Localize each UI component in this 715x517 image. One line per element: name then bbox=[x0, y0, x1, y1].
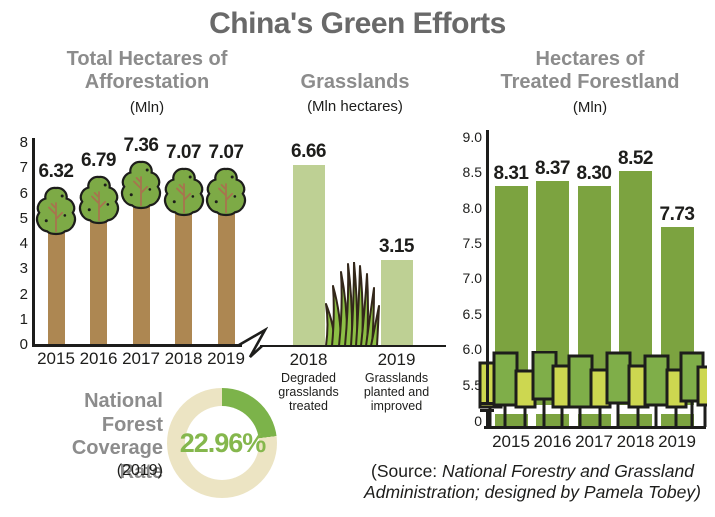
afforestation-title: Total Hectares of Afforestation bbox=[27, 48, 267, 94]
coverage-year-label: (2019) bbox=[116, 462, 163, 479]
forestland-y-axis-lower bbox=[486, 412, 489, 427]
afforestation-tree-trunk-2019 bbox=[217, 210, 235, 345]
grasslands-value-label-2018: 6.66 bbox=[291, 141, 326, 163]
afforestation-year-label-2019: 2019 bbox=[207, 349, 245, 368]
source-note: (Source: National Forestry and Grassland… bbox=[355, 461, 710, 503]
coverage-title-line1: National bbox=[84, 390, 163, 412]
afforestation-value-label-2019: 7.07 bbox=[208, 142, 244, 164]
grasslands-title: Grasslands bbox=[300, 71, 410, 93]
forestland-axis-break-dash-top bbox=[480, 402, 494, 405]
afforestation-year-label-2015: 2015 bbox=[37, 349, 75, 368]
afforestation-ytick-5: 5 bbox=[19, 209, 28, 227]
forestland-year-label-2015: 2015 bbox=[492, 432, 530, 451]
page-title: China's Green Efforts bbox=[209, 7, 506, 40]
coverage-value-label: 22.96% bbox=[179, 428, 267, 458]
forestland-unit-label: (Mln) bbox=[572, 99, 608, 116]
forestland-year-label-2017: 2017 bbox=[575, 432, 613, 451]
axis-break-zigzag bbox=[238, 326, 268, 358]
forestland-year-label-2016: 2016 bbox=[533, 432, 572, 451]
forestland-value-label-2016: 8.37 bbox=[535, 158, 570, 180]
afforestation-year-label-2017: 2017 bbox=[122, 349, 160, 368]
forestland-ytick-0: 0 bbox=[474, 413, 482, 429]
forestland-ytick-8.5: 8.5 bbox=[462, 164, 482, 181]
forestland-ytick-9.0: 9.0 bbox=[462, 128, 482, 145]
grasslands-bar-2019 bbox=[380, 259, 413, 345]
afforestation-value-label-2018: 7.07 bbox=[166, 142, 201, 164]
grasslands-year-label-2019: 2019 bbox=[377, 350, 416, 369]
forestland-title-line2: Treated Forestland bbox=[500, 71, 680, 93]
afforestation-tree-2016 bbox=[76, 174, 122, 226]
afforestation-ytick-2: 2 bbox=[19, 285, 28, 303]
forestland-ytick-6.5: 6.5 bbox=[462, 305, 482, 322]
afforestation-title-line2: Afforestation bbox=[84, 71, 210, 93]
afforestation-ytick-6: 6 bbox=[19, 184, 28, 202]
forestland-value-label-2017: 8.30 bbox=[576, 163, 612, 185]
forestland-value-label-2019: 7.73 bbox=[659, 203, 695, 225]
afforestation-ytick-7: 7 bbox=[19, 159, 28, 177]
forestland-year-label-2019: 2019 bbox=[658, 432, 696, 451]
afforestation-value-label-2015: 6.32 bbox=[38, 161, 74, 183]
forestland-ytick-6.0: 6.0 bbox=[462, 341, 482, 358]
forestland-y-axis-upper bbox=[486, 130, 489, 402]
afforestation-year-label-2016: 2016 bbox=[79, 349, 118, 368]
grass-clump-illustration bbox=[325, 262, 380, 346]
afforestation-tree-trunk-2017 bbox=[132, 203, 150, 345]
source-note-body: National Forestry and Grassland Administ… bbox=[364, 461, 696, 502]
afforestation-value-label-2017: 7.36 bbox=[123, 135, 159, 157]
forestland-axis-break-dash-bottom bbox=[480, 409, 494, 412]
coverage-donut-chart bbox=[167, 388, 277, 498]
afforestation-tree-2015 bbox=[33, 185, 79, 237]
afforestation-tree-2018 bbox=[161, 166, 207, 218]
afforestation-y-axis bbox=[32, 138, 35, 346]
forestland-year-label-2018: 2018 bbox=[616, 432, 655, 451]
coverage-title-line2: Forest bbox=[101, 413, 163, 436]
tree-canopy-icon bbox=[35, 187, 77, 236]
afforestation-tree-2017 bbox=[118, 159, 164, 211]
forestland-title-line1: Hectares of bbox=[535, 48, 645, 70]
forestland-ytick-7.0: 7.0 bbox=[462, 270, 482, 287]
grasslands-bar-2018 bbox=[292, 165, 325, 345]
coverage-title-line3: Coverage Rate bbox=[71, 437, 163, 483]
tree-canopy-icon bbox=[163, 168, 204, 217]
forestland-ytick-7.5: 7.5 bbox=[462, 234, 482, 251]
tree-canopy-icon bbox=[205, 168, 247, 217]
afforestation-title-line1: Total Hectares of bbox=[66, 48, 228, 70]
afforestation-ytick-0: 0 bbox=[19, 336, 28, 353]
forestland-axis-break-band bbox=[490, 405, 704, 414]
afforestation-year-label-2018: 2018 bbox=[164, 349, 203, 368]
forestland-value-label-2015: 8.31 bbox=[493, 162, 529, 184]
coverage-title: National Forest Coverage Rate bbox=[25, 390, 163, 484]
afforestation-ytick-4: 4 bbox=[19, 235, 28, 252]
afforestation-value-label-2016: 6.79 bbox=[81, 149, 116, 171]
afforestation-ytick-1: 1 bbox=[19, 310, 28, 328]
afforestation-tree-2019 bbox=[203, 166, 249, 218]
afforestation-tree-trunk-2015 bbox=[47, 229, 65, 345]
afforestation-ytick-3: 3 bbox=[19, 260, 28, 278]
afforestation-unit-label: (Mln) bbox=[129, 99, 165, 116]
source-note-prefix: (Source: bbox=[371, 461, 443, 481]
grasslands-description-2018: Degraded grasslands treated bbox=[278, 371, 339, 413]
grasslands-unit-label: (Mln hectares) bbox=[307, 98, 403, 115]
tree-canopy-icon bbox=[120, 160, 162, 210]
grasslands-description-2019: Grasslands planted and improved bbox=[363, 371, 430, 413]
tree-canopy-icon bbox=[78, 175, 119, 224]
forest-skyline-illustration bbox=[478, 351, 707, 427]
forestland-title: Hectares of Treated Forestland bbox=[470, 48, 710, 94]
afforestation-tree-trunk-2016 bbox=[90, 217, 107, 345]
grasslands-value-label-2019: 3.15 bbox=[379, 235, 414, 257]
source-note-suffix: ) bbox=[695, 482, 701, 502]
forestland-value-label-2018: 8.52 bbox=[618, 147, 653, 169]
grasslands-year-label-2018: 2018 bbox=[289, 350, 328, 369]
afforestation-x-axis bbox=[32, 344, 242, 347]
grasslands-x-axis bbox=[260, 344, 446, 347]
forestland-ytick-5.5: 5.5 bbox=[462, 376, 482, 393]
forestland-ytick-8.0: 8.0 bbox=[462, 199, 482, 216]
forestland-x-axis bbox=[484, 425, 706, 429]
afforestation-tree-trunk-2018 bbox=[175, 210, 192, 345]
afforestation-ytick-8: 8 bbox=[19, 134, 28, 151]
